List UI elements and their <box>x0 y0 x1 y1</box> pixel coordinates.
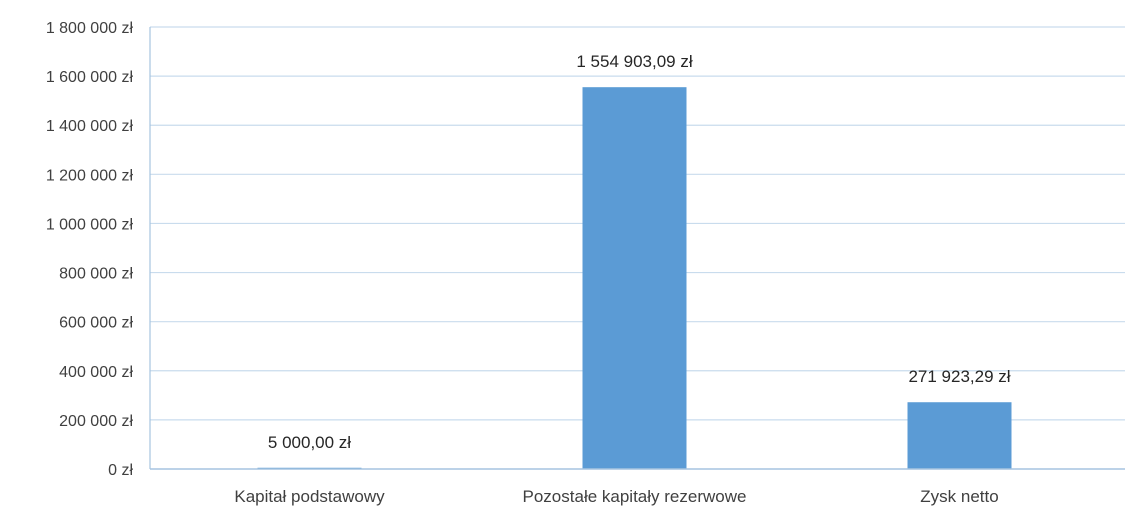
bars <box>257 87 1012 469</box>
data-label: 271 923,29 zł <box>908 367 1010 386</box>
y-axis-tick-labels: 0 zł 200 000 zł 400 000 zł 600 000 zł 800 00… <box>46 20 134 479</box>
y-tick-label: 400 000 zł <box>59 364 133 381</box>
category-label: Zysk netto <box>920 487 998 506</box>
y-tick-label: 1 200 000 zł <box>46 167 134 184</box>
data-label: 1 554 903,09 zł <box>576 52 692 71</box>
y-tick-label: 0 zł <box>108 462 133 479</box>
y-tick-label: 1 800 000 zł <box>46 20 134 37</box>
data-labels: 5 000,00 zł 1 554 903,09 zł 271 923,29 zł <box>268 52 1011 452</box>
bar <box>582 87 687 469</box>
y-tick-label: 600 000 zł <box>59 315 133 332</box>
y-tick-label: 1 600 000 zł <box>46 69 134 86</box>
axes <box>149 27 1125 470</box>
y-tick-label: 200 000 zł <box>59 413 133 430</box>
bar <box>907 402 1012 469</box>
y-tick-label: 800 000 zł <box>59 266 133 283</box>
data-label: 5 000,00 zł <box>268 433 351 452</box>
y-tick-label: 1 400 000 zł <box>46 118 134 135</box>
x-axis-category-labels: Kapitał podstawowy Pozostałe kapitały rez… <box>234 487 998 506</box>
y-tick-label: 1 000 000 zł <box>46 216 134 233</box>
category-label: Pozostałe kapitały rezerwowe <box>523 487 747 506</box>
category-label: Kapitał podstawowy <box>234 487 385 506</box>
